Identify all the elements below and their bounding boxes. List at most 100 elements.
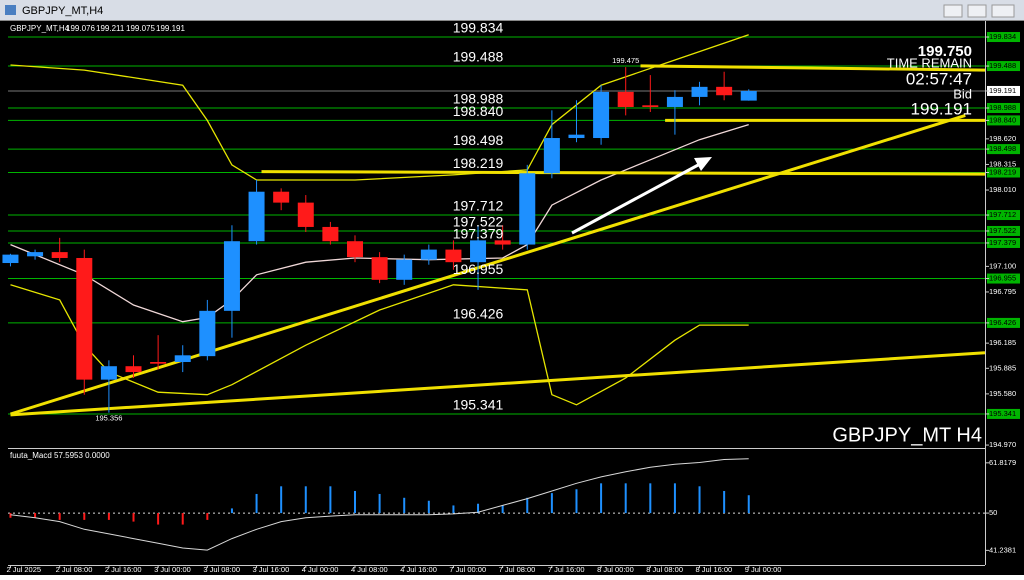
level-label: 198.840: [453, 103, 504, 119]
candle-body: [297, 202, 314, 227]
y-tick-label: 196.185: [989, 338, 1016, 347]
top-price: 199.750: [918, 43, 972, 60]
histogram-bar: [575, 489, 578, 514]
level-label: 197.712: [453, 198, 504, 214]
histogram-bar: [230, 508, 233, 514]
candle-body: [346, 241, 363, 258]
candle-body: [494, 240, 511, 245]
histogram-bar: [649, 483, 652, 514]
histogram-bar: [501, 505, 504, 514]
close-button[interactable]: [991, 4, 1015, 18]
level-label: 199.834: [453, 20, 504, 36]
price-tag: [987, 210, 1020, 221]
x-tick-label: 2 Jul 16:00: [105, 565, 142, 574]
histogram-bar: [132, 513, 135, 522]
price-tag: [987, 167, 1020, 178]
candle-body: [716, 86, 733, 96]
histogram-bar: [157, 513, 160, 525]
candle-body: [593, 91, 610, 139]
level-label: 198.498: [453, 132, 504, 148]
x-tick-label: 7 Jul 00:00: [449, 565, 486, 574]
x-tick-label: 2 Jul 2025: [6, 565, 41, 574]
header-open: 199.076: [66, 24, 95, 33]
window-icon: [5, 5, 16, 15]
signal-line: [10, 458, 749, 551]
band-line: [10, 284, 749, 406]
window-title: GBPJPY_MT,H4: [22, 5, 103, 17]
level-label: 197.522: [453, 214, 504, 230]
x-tick-label: 8 Jul 08:00: [646, 565, 683, 574]
histogram-bar: [181, 513, 184, 525]
level-label: 199.488: [453, 49, 504, 65]
candle-body: [273, 191, 290, 203]
minimize-button[interactable]: [943, 4, 963, 18]
histogram-bar: [304, 486, 307, 514]
candle-body: [420, 249, 437, 260]
candle-body: [174, 355, 191, 363]
y-tick-label: 197.712: [989, 210, 1016, 219]
x-tick-label: 4 Jul 00:00: [302, 565, 339, 574]
histogram-bar: [526, 497, 529, 514]
arrow-shaft: [571, 162, 701, 235]
y-tick-label: 197.379: [989, 238, 1016, 247]
level-label: 198.988: [453, 91, 504, 107]
price-tag: [987, 32, 1020, 43]
x-tick-label: 7 Jul 16:00: [548, 565, 585, 574]
histogram-bar: [255, 493, 258, 514]
candle-body: [199, 310, 216, 357]
trend-line: [640, 64, 986, 72]
level-label: 196.955: [453, 261, 504, 277]
histogram-bar: [673, 483, 676, 514]
histogram-bar: [427, 500, 430, 514]
level-label: 197.379: [453, 226, 504, 242]
y-tick-label: 196.955: [989, 274, 1016, 283]
histogram-bar: [550, 493, 553, 514]
price-tag: [987, 144, 1020, 155]
candle-body: [2, 254, 19, 264]
low-label: 195.356: [95, 414, 122, 423]
candle-body: [642, 105, 659, 107]
trend-line: [10, 351, 986, 417]
price-tag: [987, 317, 1020, 328]
restore-button[interactable]: [967, 4, 987, 18]
candle-body: [519, 173, 536, 245]
candle-body: [223, 241, 240, 311]
histogram-bar: [452, 505, 455, 514]
trend-line: [10, 113, 966, 416]
candle-body: [740, 90, 757, 101]
x-tick-label: 7 Jul 08:00: [499, 565, 536, 574]
price-tag: [987, 85, 1020, 96]
bid-price: 199.191: [911, 99, 972, 118]
candle-body: [396, 259, 413, 280]
histogram-bar: [698, 486, 701, 514]
y-tick-label: 199.488: [989, 61, 1016, 70]
candle-body: [322, 226, 339, 242]
histogram-bar: [477, 503, 480, 514]
candle-body: [666, 96, 683, 107]
price-tag: [987, 225, 1020, 236]
histogram-bar: [83, 513, 86, 520]
y-tick-label: 195.580: [989, 389, 1016, 398]
x-tick-label: 8 Jul 00:00: [597, 565, 634, 574]
price-tag: [987, 237, 1020, 248]
histogram-bar: [206, 513, 209, 520]
arrow-head: [694, 157, 712, 171]
histogram-bar: [747, 495, 750, 514]
x-tick-label: 3 Jul 16:00: [253, 565, 290, 574]
y-tick-label: 195.885: [989, 363, 1016, 372]
y-tick-label: 199.191: [989, 86, 1016, 95]
histogram-bar: [34, 513, 37, 518]
histogram-bar: [58, 513, 61, 520]
histogram-bar: [378, 493, 381, 514]
header-low: 199.075: [126, 24, 155, 33]
y-tick-label: 198.840: [989, 115, 1016, 124]
x-tick-label: 3 Jul 00:00: [154, 565, 191, 574]
level-label: 196.426: [453, 306, 504, 322]
y-tick-label: 196.426: [989, 318, 1016, 327]
high-label: 199.475: [612, 56, 639, 65]
histogram-bar: [624, 483, 627, 514]
candle-body: [470, 240, 487, 263]
y-tick-label: 198.010: [989, 185, 1016, 194]
candle-body: [150, 362, 167, 364]
